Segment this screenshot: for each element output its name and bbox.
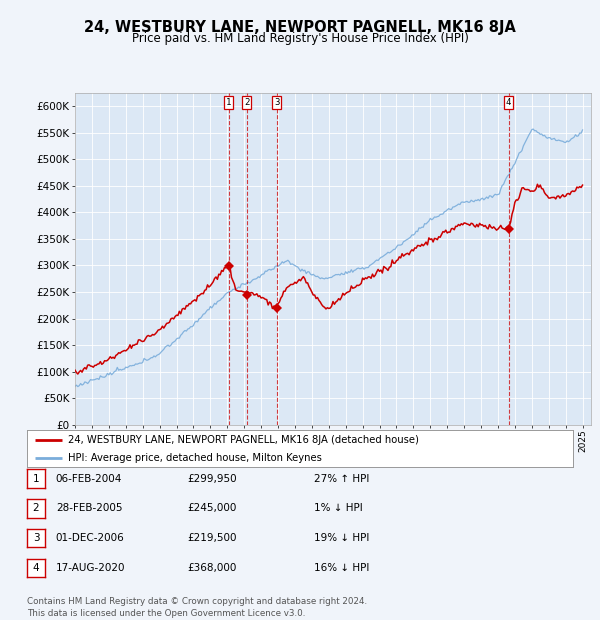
Text: 2: 2 <box>244 98 250 107</box>
Text: 24, WESTBURY LANE, NEWPORT PAGNELL, MK16 8JA (detached house): 24, WESTBURY LANE, NEWPORT PAGNELL, MK16… <box>68 435 419 445</box>
Text: £368,000: £368,000 <box>188 563 237 573</box>
Text: 17-AUG-2020: 17-AUG-2020 <box>56 563 125 573</box>
Text: 1: 1 <box>226 98 232 107</box>
Text: 1: 1 <box>32 474 40 484</box>
Text: 06-FEB-2004: 06-FEB-2004 <box>56 474 122 484</box>
Text: 3: 3 <box>274 98 280 107</box>
Text: 19% ↓ HPI: 19% ↓ HPI <box>314 533 369 543</box>
Text: HPI: Average price, detached house, Milton Keynes: HPI: Average price, detached house, Milt… <box>68 453 322 463</box>
Text: 16% ↓ HPI: 16% ↓ HPI <box>314 563 369 573</box>
Text: 2: 2 <box>32 503 40 513</box>
Text: £245,000: £245,000 <box>188 503 237 513</box>
Text: £299,950: £299,950 <box>188 474 238 484</box>
Text: 4: 4 <box>32 563 40 573</box>
Text: 3: 3 <box>32 533 40 543</box>
Text: Price paid vs. HM Land Registry's House Price Index (HPI): Price paid vs. HM Land Registry's House … <box>131 32 469 45</box>
Text: 24, WESTBURY LANE, NEWPORT PAGNELL, MK16 8JA: 24, WESTBURY LANE, NEWPORT PAGNELL, MK16… <box>84 20 516 35</box>
Text: 28-FEB-2005: 28-FEB-2005 <box>56 503 122 513</box>
Text: 4: 4 <box>506 98 511 107</box>
Text: 27% ↑ HPI: 27% ↑ HPI <box>314 474 369 484</box>
Text: Contains HM Land Registry data © Crown copyright and database right 2024.
This d: Contains HM Land Registry data © Crown c… <box>27 596 367 618</box>
Text: 1% ↓ HPI: 1% ↓ HPI <box>314 503 362 513</box>
Text: £219,500: £219,500 <box>188 533 238 543</box>
Text: 01-DEC-2006: 01-DEC-2006 <box>56 533 125 543</box>
